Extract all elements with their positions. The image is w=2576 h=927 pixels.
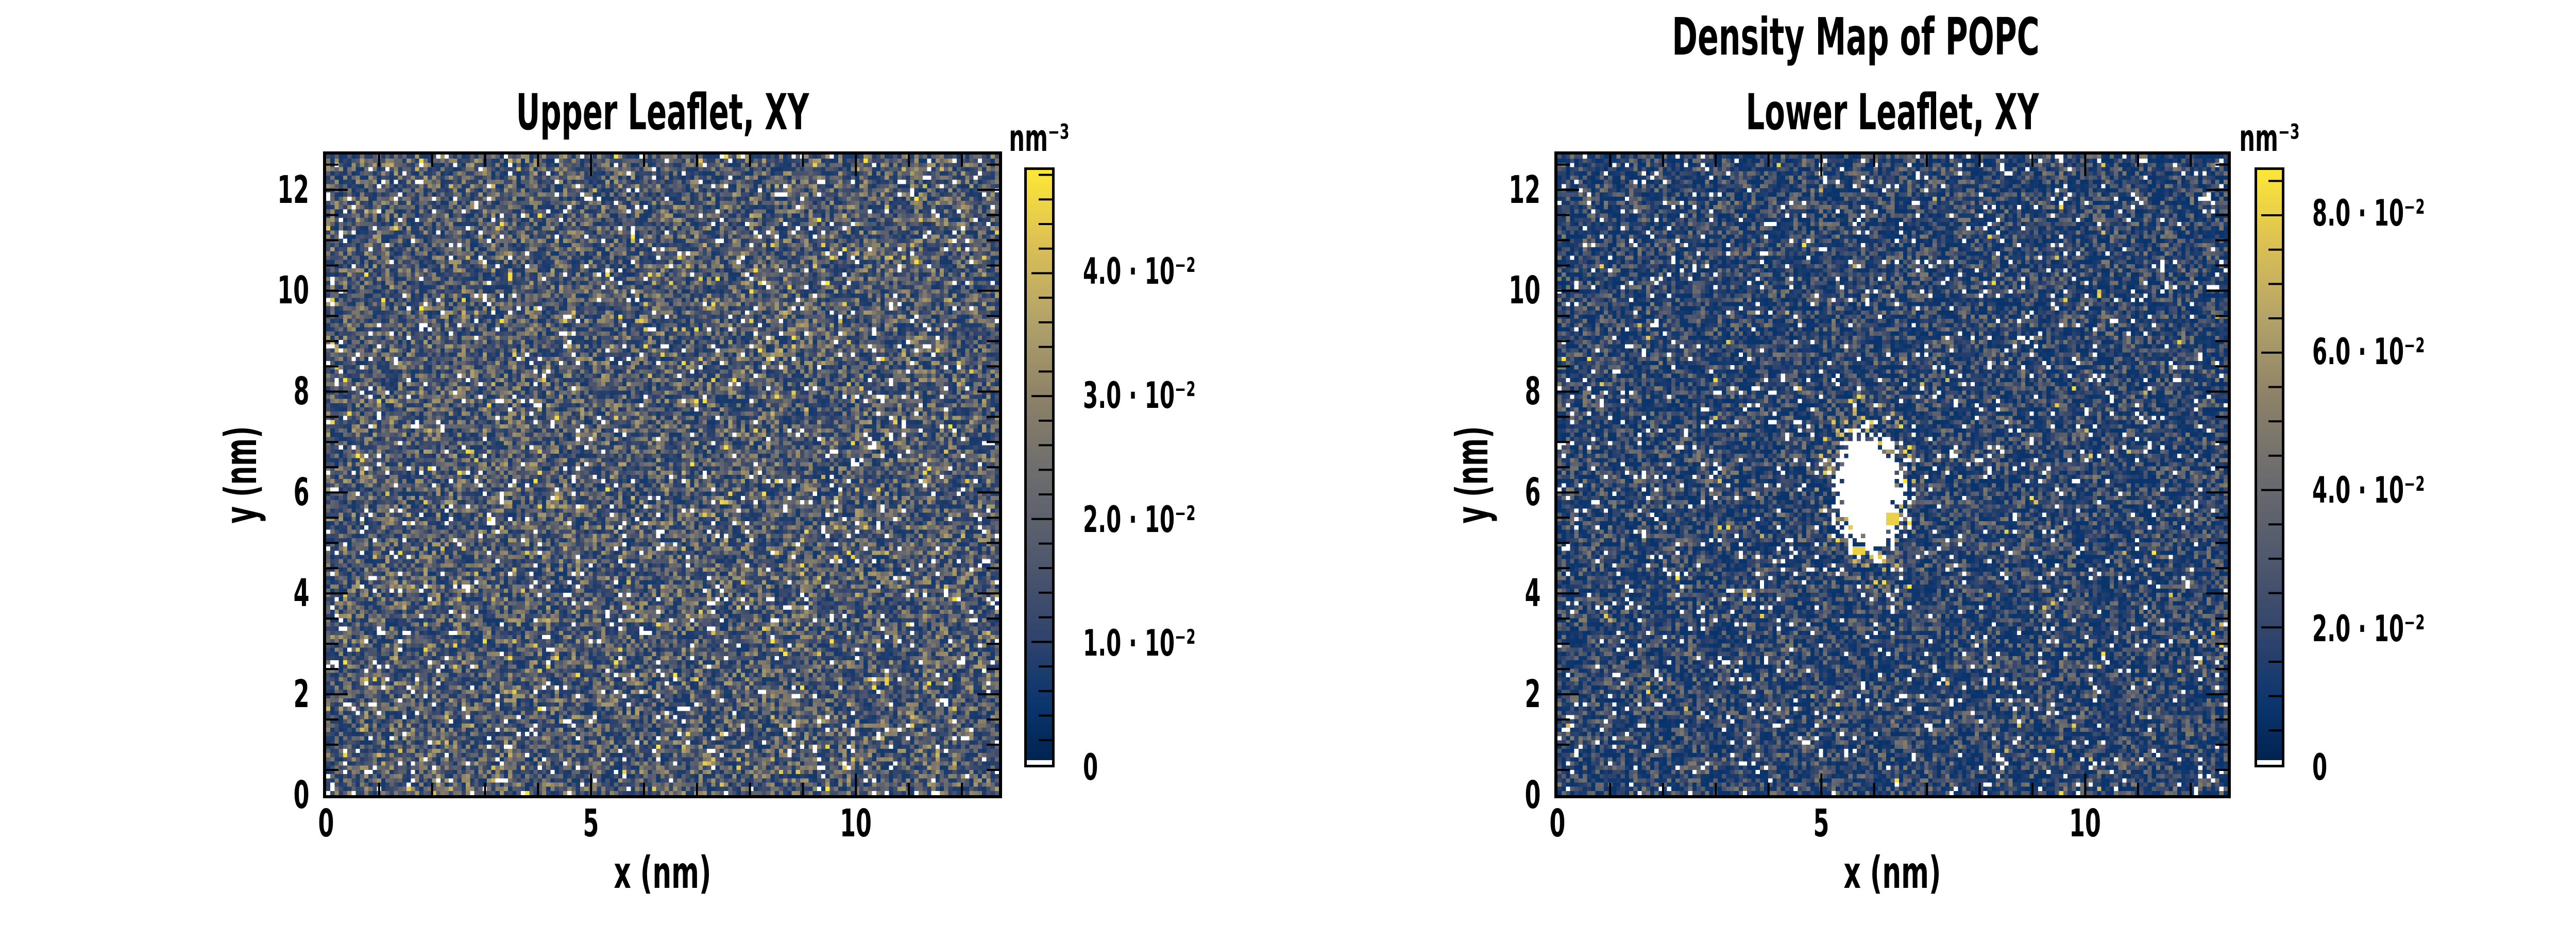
colorbar-tick-label: 1.0 · 10⁻² bbox=[1083, 622, 1196, 665]
x-tick-label: 10 bbox=[840, 801, 872, 846]
colorbar-tick-label: 3.0 · 10⁻² bbox=[1083, 374, 1196, 417]
y-tick-label: 12 bbox=[277, 167, 309, 212]
colorbar-tick-label: 4.0 · 10⁻² bbox=[2312, 469, 2425, 511]
y-tick-label: 10 bbox=[277, 268, 309, 313]
colorbar-lower-leaflet bbox=[2255, 167, 2284, 767]
y-tick-label: 8 bbox=[293, 369, 309, 414]
y-tick-label: 2 bbox=[1524, 672, 1540, 717]
colorbar-tick-label: 2.0 · 10⁻² bbox=[1083, 498, 1196, 541]
heatmap-canvas-upper-leaflet bbox=[326, 154, 999, 795]
colorbar-tick-label: 4.0 · 10⁻² bbox=[1083, 250, 1196, 293]
y-tick-label: 6 bbox=[293, 470, 309, 515]
colorbar-under-strip bbox=[1027, 760, 1052, 765]
colorbar-under-strip bbox=[2257, 760, 2282, 765]
x-tick-label: 0 bbox=[1549, 801, 1566, 846]
y-tick-label: 4 bbox=[293, 571, 309, 616]
y-tick-label: 6 bbox=[1524, 470, 1540, 515]
x-tick-label: 10 bbox=[2069, 801, 2102, 846]
figure-title: Density Map of POPC bbox=[1672, 7, 2040, 67]
xaxis-label-panel1: x (nm) bbox=[614, 847, 711, 899]
y-tick-label: 2 bbox=[293, 672, 309, 717]
panel-title-upper-leaflet: Upper Leaflet, XY bbox=[516, 83, 809, 141]
x-tick-label: 5 bbox=[1813, 801, 1829, 846]
heatmap-canvas-lower-leaflet bbox=[1557, 154, 2228, 795]
panel-title-lower-leaflet: Lower Leaflet, XY bbox=[1745, 83, 2039, 141]
y-tick-label: 0 bbox=[293, 773, 309, 817]
colorbar-tick-label: 0 bbox=[2312, 746, 2328, 788]
x-tick-label: 5 bbox=[583, 801, 599, 846]
colorbar-tick-label: 0 bbox=[1083, 746, 1098, 788]
axis-ticks-lower-leaflet bbox=[1557, 154, 2228, 795]
axis-ticks-upper-leaflet bbox=[326, 154, 999, 795]
colorbar-ticks-lower-leaflet bbox=[2261, 180, 2282, 732]
heatmap-panel-lower-leaflet bbox=[1554, 151, 2231, 798]
colorbar-unit-lower-leaflet: nm⁻³ bbox=[2239, 116, 2300, 160]
y-tick-label: 12 bbox=[1509, 167, 1540, 212]
xaxis-label-panel2: x (nm) bbox=[1843, 847, 1941, 899]
y-tick-label: 10 bbox=[1509, 268, 1540, 313]
colorbar-ticks-upper-leaflet bbox=[1031, 174, 1052, 742]
colorbar-tick-label: 8.0 · 10⁻² bbox=[2312, 192, 2425, 234]
colorbar-tick-label: 2.0 · 10⁻² bbox=[2312, 607, 2425, 650]
colorbar-gradient-lower-leaflet bbox=[2257, 170, 2282, 765]
heatmap-panel-upper-leaflet bbox=[323, 151, 1002, 798]
y-tick-label: 0 bbox=[1524, 773, 1540, 817]
y-tick-label: 4 bbox=[1524, 571, 1540, 616]
colorbar-unit-upper-leaflet: nm⁻³ bbox=[1009, 116, 1070, 160]
colorbar-upper-leaflet bbox=[1024, 167, 1055, 767]
x-tick-label: 0 bbox=[318, 801, 334, 846]
colorbar-tick-label: 6.0 · 10⁻² bbox=[2312, 330, 2425, 373]
y-tick-label: 8 bbox=[1524, 369, 1540, 414]
